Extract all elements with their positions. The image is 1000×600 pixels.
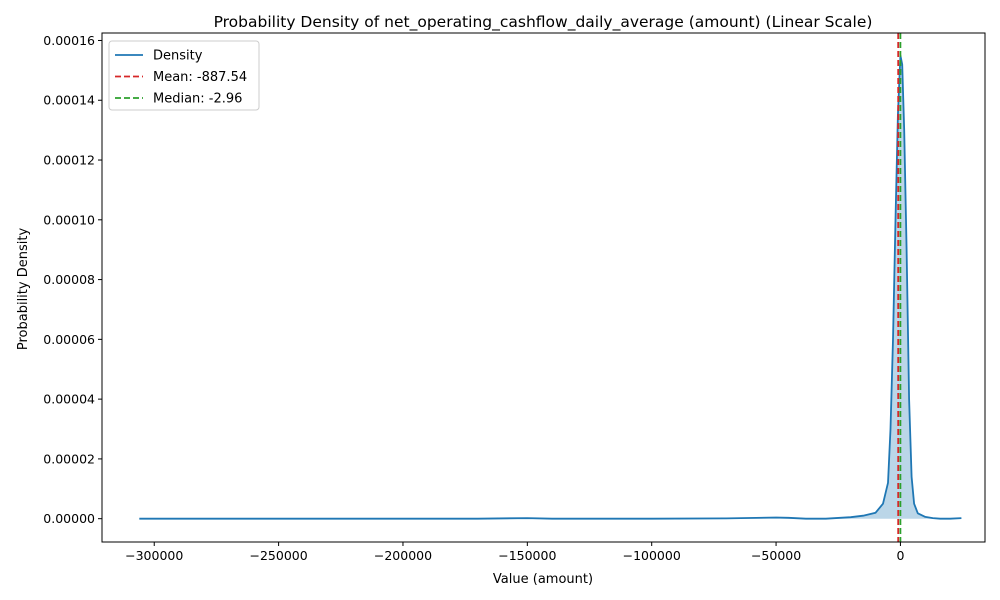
y-axis-label: Probability Density [16,228,31,351]
x-tick-label: −150000 [498,548,556,563]
y-tick-label: 0.00002 [43,451,95,466]
y-tick-label: 0.00010 [43,212,95,227]
x-axis-label: Value (amount) [493,572,593,587]
plot-area [139,33,962,542]
density-line [139,54,962,520]
y-tick-label: 0.00004 [43,392,95,407]
y-tick-label: 0.00014 [43,93,95,108]
x-tick-label: −200000 [374,548,432,563]
x-tick-label: −300000 [125,548,183,563]
x-tick-label: 0 [896,548,904,563]
x-tick-label: −100000 [623,548,681,563]
plot-frame [101,32,986,543]
y-tick-label: 0.00006 [43,332,95,347]
legend-median-label: Median: -2.96 [153,92,242,107]
x-tick-label: −50000 [751,548,801,563]
y-tick-label: 0.00008 [43,272,95,287]
chart-title: Probability Density of net_operating_cas… [214,13,873,32]
legend-density-label: Density [153,49,203,64]
y-tick-label: 0.00012 [43,153,95,168]
density-area [139,55,962,519]
x-tick-label: −250000 [249,548,307,563]
legend: Density Mean: -887.54 Median: -2.96 [108,40,260,111]
y-tick-label: 0.00000 [43,511,95,526]
y-tick-label: 0.00016 [43,33,95,48]
legend-box [108,40,260,111]
axis-ticks: −300000 −250000 −200000 −150000 −100000 −5000… [43,33,904,563]
legend-mean-label: Mean: -887.54 [153,70,247,85]
